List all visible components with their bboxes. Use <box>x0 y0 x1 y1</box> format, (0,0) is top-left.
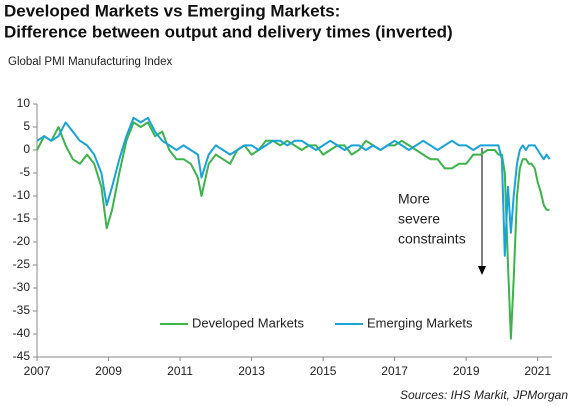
y-tick-label: -40 <box>13 326 31 340</box>
x-tick-label: 2021 <box>524 364 551 378</box>
annotation: More <box>398 191 430 207</box>
annotation-arrowhead <box>478 266 486 275</box>
x-tick-label: 2015 <box>310 364 337 378</box>
legend-label: Emerging Markets <box>367 315 473 330</box>
chart-title: Developed Markets vs Emerging Markets: <box>4 1 340 20</box>
y-tick-label: -45 <box>13 349 31 363</box>
y-tick-label: 5 <box>23 119 30 133</box>
source: Sources: IHS Markit, JPMorgan <box>400 388 568 402</box>
line-series <box>36 121 550 340</box>
annotation: severe <box>398 211 440 227</box>
x-tick-label: 2019 <box>453 364 480 378</box>
x-tick-label: 2011 <box>167 364 193 378</box>
y-tick-label: -20 <box>13 234 31 248</box>
x-tick-label: 2007 <box>24 364 51 378</box>
line-series <box>36 116 551 257</box>
x-tick-label: 2013 <box>238 364 265 378</box>
x-tick-label: 2017 <box>381 364 408 378</box>
y-tick-label: -15 <box>13 211 31 225</box>
y-tick-label: -10 <box>13 188 31 202</box>
y-tick-label: 10 <box>17 96 31 110</box>
legend-label: Developed Markets <box>192 315 304 330</box>
x-tick-label: 2009 <box>95 364 122 378</box>
y-tick-label: 0 <box>23 142 30 156</box>
y-tick-label: -35 <box>13 303 31 317</box>
chart-subtitle: Difference between output and delivery t… <box>4 22 453 41</box>
y-tick-label: -5 <box>19 165 30 179</box>
y-tick-label: -25 <box>13 257 31 271</box>
annotation: constraints <box>398 231 466 247</box>
y-tick-label: -30 <box>13 280 31 294</box>
y-axis-label: Global PMI Manufacturing Index <box>8 56 173 68</box>
